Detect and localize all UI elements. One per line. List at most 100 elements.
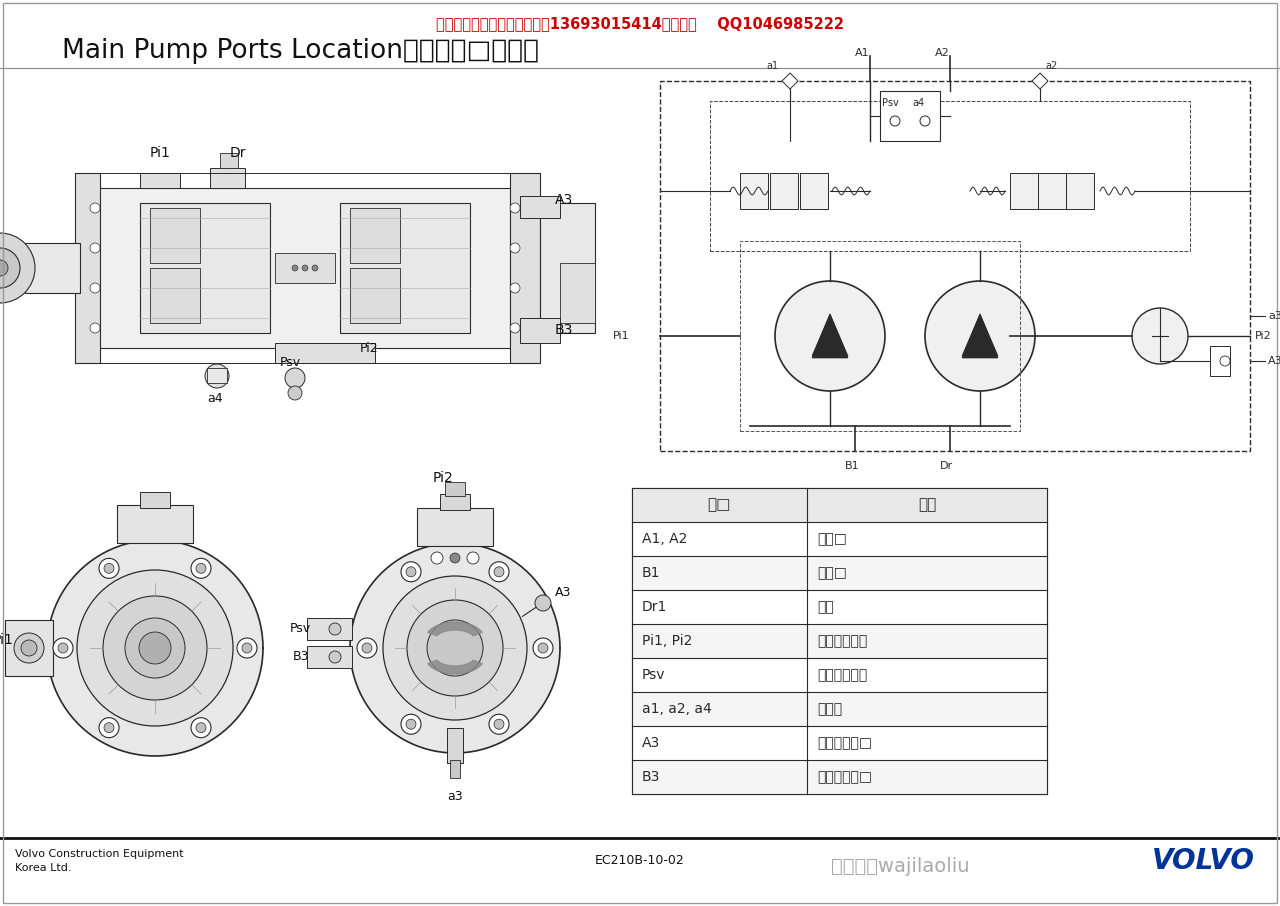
Circle shape	[58, 643, 68, 653]
Circle shape	[52, 638, 73, 658]
Text: B3: B3	[643, 770, 660, 784]
Circle shape	[494, 567, 504, 577]
Circle shape	[77, 570, 233, 726]
Bar	[740, 173, 768, 209]
Bar	[445, 482, 465, 496]
Bar	[140, 492, 170, 508]
Bar	[340, 203, 470, 333]
Circle shape	[99, 718, 119, 737]
Polygon shape	[428, 622, 483, 636]
Bar	[150, 208, 200, 263]
Circle shape	[406, 567, 416, 577]
Bar	[451, 760, 460, 778]
Circle shape	[90, 283, 100, 293]
Circle shape	[196, 564, 206, 573]
Bar	[520, 196, 561, 218]
Bar	[417, 508, 493, 546]
Circle shape	[357, 638, 378, 658]
Text: B1: B1	[643, 566, 660, 580]
Text: Pi1: Pi1	[150, 146, 170, 160]
Bar	[632, 760, 1047, 794]
Polygon shape	[428, 660, 483, 674]
Circle shape	[237, 638, 257, 658]
Text: A3: A3	[556, 586, 571, 600]
Circle shape	[890, 116, 900, 126]
Circle shape	[191, 718, 211, 737]
Circle shape	[489, 714, 509, 734]
Bar	[740, 241, 1020, 431]
Circle shape	[428, 620, 483, 676]
Bar	[220, 153, 238, 168]
Bar	[632, 624, 1047, 658]
Circle shape	[451, 553, 460, 563]
Bar	[520, 318, 561, 343]
Polygon shape	[1032, 73, 1048, 89]
Text: Dr: Dr	[230, 146, 247, 160]
Circle shape	[292, 265, 298, 271]
Circle shape	[383, 576, 527, 720]
Text: a3: a3	[447, 789, 463, 803]
Text: A3: A3	[556, 193, 573, 207]
Circle shape	[362, 643, 372, 653]
Circle shape	[431, 552, 443, 564]
Circle shape	[104, 723, 114, 733]
Circle shape	[205, 364, 229, 388]
Text: A3: A3	[643, 736, 660, 750]
Text: Pi2: Pi2	[433, 471, 453, 485]
Bar	[307, 618, 352, 640]
Circle shape	[509, 243, 520, 253]
Circle shape	[509, 203, 520, 213]
Text: 排流: 排流	[817, 600, 833, 614]
Text: a1: a1	[765, 61, 778, 71]
Text: B3: B3	[556, 323, 573, 337]
Text: Dr1: Dr1	[643, 600, 667, 614]
Text: a1, a2, a4: a1, a2, a4	[643, 702, 712, 716]
Bar	[632, 556, 1047, 590]
Text: a3: a3	[1268, 311, 1280, 321]
Text: a4: a4	[911, 98, 924, 108]
Circle shape	[535, 595, 550, 611]
Bar	[207, 368, 227, 383]
Circle shape	[90, 323, 100, 333]
Polygon shape	[812, 314, 849, 358]
Circle shape	[1132, 308, 1188, 364]
Text: Pi2: Pi2	[360, 342, 379, 354]
Circle shape	[285, 368, 305, 388]
Text: Psv: Psv	[279, 356, 301, 370]
Text: 出油□: 出油□	[817, 532, 847, 546]
Polygon shape	[349, 543, 561, 753]
Circle shape	[532, 638, 553, 658]
Circle shape	[140, 632, 172, 664]
Circle shape	[0, 260, 8, 276]
Text: Pi1: Pi1	[0, 633, 14, 647]
Text: a4: a4	[207, 391, 223, 404]
Circle shape	[401, 714, 421, 734]
Circle shape	[0, 233, 35, 303]
Circle shape	[312, 265, 317, 271]
Text: 检查孔: 检查孔	[817, 702, 842, 716]
Bar	[26, 243, 79, 293]
Circle shape	[104, 564, 114, 573]
Text: 孔□: 孔□	[708, 497, 731, 513]
Text: A1, A2: A1, A2	[643, 532, 687, 546]
Circle shape	[211, 370, 223, 382]
Circle shape	[90, 203, 100, 213]
Polygon shape	[963, 314, 998, 358]
Circle shape	[467, 552, 479, 564]
Text: 齿轮泵出油□: 齿轮泵出油□	[817, 736, 872, 750]
Bar	[349, 268, 399, 323]
Text: A3: A3	[1268, 356, 1280, 366]
Bar	[1010, 173, 1038, 209]
Circle shape	[99, 558, 119, 578]
Text: 老刘出售挖掘机维修资料电话13693015414（微信）    QQ1046985222: 老刘出售挖掘机维修资料电话13693015414（微信） QQ104698522…	[436, 16, 844, 32]
Circle shape	[774, 281, 884, 391]
Text: 内容: 内容	[918, 497, 936, 513]
Text: Dr: Dr	[940, 461, 954, 471]
Circle shape	[509, 283, 520, 293]
Bar	[210, 168, 244, 188]
Bar	[540, 203, 595, 333]
Bar	[1066, 173, 1094, 209]
Text: Main Pump Ports Location（主泵孔□位置）: Main Pump Ports Location（主泵孔□位置）	[61, 38, 539, 64]
Circle shape	[538, 643, 548, 653]
Bar	[140, 203, 270, 333]
